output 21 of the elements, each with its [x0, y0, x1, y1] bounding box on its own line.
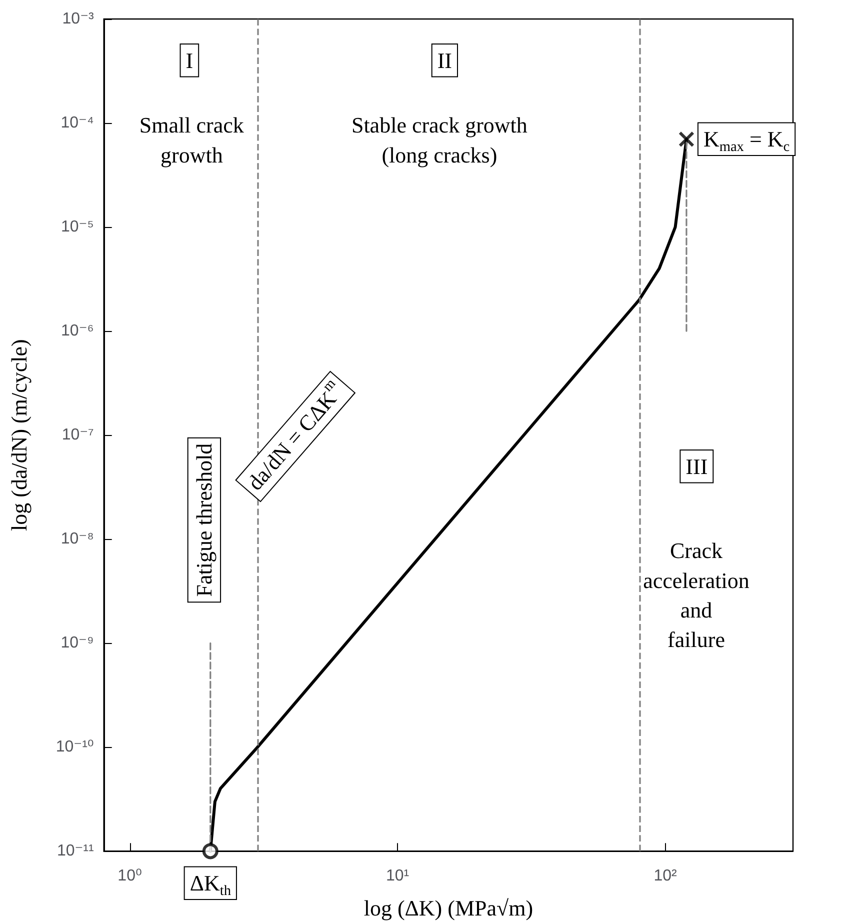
- annotation: I: [186, 48, 194, 73]
- y-tick-label: 10⁻⁴: [60, 114, 94, 132]
- annotation: Stable crack growth (long cracks): [351, 112, 528, 168]
- y-tick-label: 10⁻⁹: [60, 634, 94, 652]
- x-tick-label: 10⁰: [118, 867, 142, 884]
- annotation: II: [437, 48, 452, 73]
- annotation: III: [686, 454, 708, 479]
- x-axis-title: log (ΔK) (MPa√m): [364, 896, 534, 920]
- x-tick-label: 10²: [654, 867, 678, 884]
- y-tick-label: 10⁻¹¹: [56, 842, 94, 860]
- annotation: Small crack growth: [139, 112, 244, 168]
- y-tick-label: 10⁻¹⁰: [56, 738, 94, 756]
- x-tick-label: 10¹: [386, 867, 410, 884]
- y-tick-label: 10⁻⁶: [61, 322, 94, 340]
- y-tick-label: 10⁻⁷: [62, 426, 94, 444]
- y-tick-label: 10⁻⁸: [60, 530, 94, 548]
- y-tick-label: 10⁻⁵: [60, 218, 94, 236]
- y-tick-label: 10⁻³: [62, 10, 95, 28]
- annotation: Fatigue threshold: [192, 443, 217, 597]
- y-axis-title: log (da/dN) (m/cycle): [6, 339, 32, 531]
- annotation: Crack acceleration and failure: [643, 538, 750, 652]
